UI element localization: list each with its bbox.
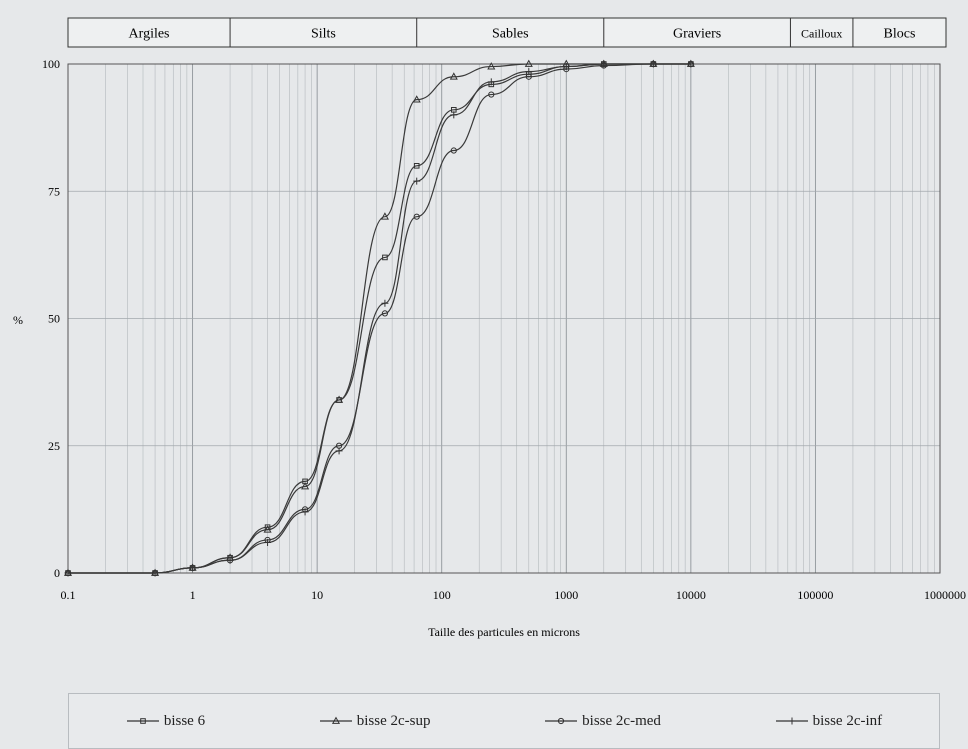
class-label: Graviers — [673, 27, 721, 42]
series-lines — [63, 59, 695, 577]
legend-item-3: bisse 2c-inf — [775, 712, 883, 730]
y-axis-label: % — [13, 313, 23, 327]
data-point — [412, 95, 421, 103]
legend-label-0: bisse 6 — [163, 712, 206, 729]
data-point — [487, 62, 496, 70]
data-point — [450, 111, 458, 119]
data-point — [649, 60, 657, 68]
legend-swatch-plus — [775, 717, 808, 725]
x-tick-label: 1000000 — [924, 588, 966, 602]
data-point — [264, 538, 272, 546]
x-tick-labels: 0.1 1 10 100 1000 10000 100000 1000000 — [61, 588, 967, 602]
legend-marker — [788, 717, 796, 725]
legend-marker — [140, 718, 146, 724]
data-point — [301, 508, 309, 516]
legend-marker — [558, 717, 565, 725]
data-point — [562, 63, 570, 71]
y-tick-label: 50 — [48, 312, 60, 326]
data-point — [525, 68, 533, 76]
data-point — [488, 91, 495, 98]
class-label: Argiles — [129, 27, 170, 42]
data-point — [381, 310, 389, 317]
y-tick-labels: 0 25 50 75 100 — [42, 57, 60, 580]
legend-label-3: bisse 2c-inf — [812, 712, 883, 729]
data-point — [381, 299, 389, 307]
legend: bisse 6 bisse 2c-sup bisse 2c-med bisse … — [68, 693, 940, 749]
x-tick-label: 1 — [190, 588, 196, 602]
y-tick-label: 0 — [54, 566, 60, 580]
x-axis-label: Taille des particules en microns — [428, 625, 580, 639]
legend-label-2: bisse 2c-med — [582, 712, 661, 729]
data-point — [64, 569, 72, 577]
grid — [67, 64, 940, 573]
data-point — [189, 564, 197, 572]
class-label: Sables — [492, 27, 529, 42]
series-line — [67, 63, 691, 574]
size-class-bar: Argiles Silts Sables Graviers Cailloux Blocs — [67, 17, 947, 48]
legend-swatch-circle — [545, 717, 578, 725]
data-point — [487, 78, 495, 86]
legend-item-1: bisse 2c-sup — [319, 713, 431, 730]
class-label: Silts — [311, 27, 336, 42]
data-point — [413, 163, 420, 169]
data-point — [413, 213, 420, 220]
data-point — [380, 212, 389, 220]
data-point — [449, 72, 458, 80]
series-1 — [63, 59, 695, 576]
class-label: Cailloux — [801, 27, 842, 41]
x-tick-label: 100000 — [797, 588, 833, 602]
data-point — [301, 482, 310, 490]
data-point — [335, 447, 343, 455]
plot-frame — [67, 63, 941, 574]
series-3 — [64, 60, 695, 577]
legend-item-2: bisse 2c-med — [544, 713, 661, 730]
legend-marker — [331, 716, 340, 724]
x-tick-label: 100 — [433, 588, 451, 602]
data-point — [151, 569, 159, 577]
series-line — [67, 63, 691, 574]
legend-swatch-square — [126, 718, 159, 724]
data-point — [382, 254, 388, 261]
x-tick-label: 1000 — [554, 588, 578, 602]
data-point — [450, 147, 457, 154]
legend-swatch-triangle — [319, 716, 352, 724]
y-tick-label: 25 — [48, 439, 60, 453]
x-tick-label: 10000 — [676, 588, 706, 602]
legend-item-0: bisse 6 — [126, 713, 205, 730]
x-tick-label: 0.1 — [61, 588, 76, 602]
y-tick-label: 75 — [48, 184, 60, 198]
class-bar-frame — [67, 17, 947, 48]
data-point — [687, 60, 695, 68]
data-point — [524, 59, 533, 67]
data-point — [600, 60, 608, 68]
y-tick-label: 100 — [42, 57, 60, 71]
data-point — [335, 395, 344, 403]
data-point — [263, 525, 272, 533]
data-point — [413, 177, 421, 185]
class-label: Blocs — [884, 27, 916, 42]
data-point — [226, 556, 234, 564]
x-tick-label: 10 — [311, 588, 323, 602]
legend-label-1: bisse 2c-sup — [356, 712, 431, 729]
